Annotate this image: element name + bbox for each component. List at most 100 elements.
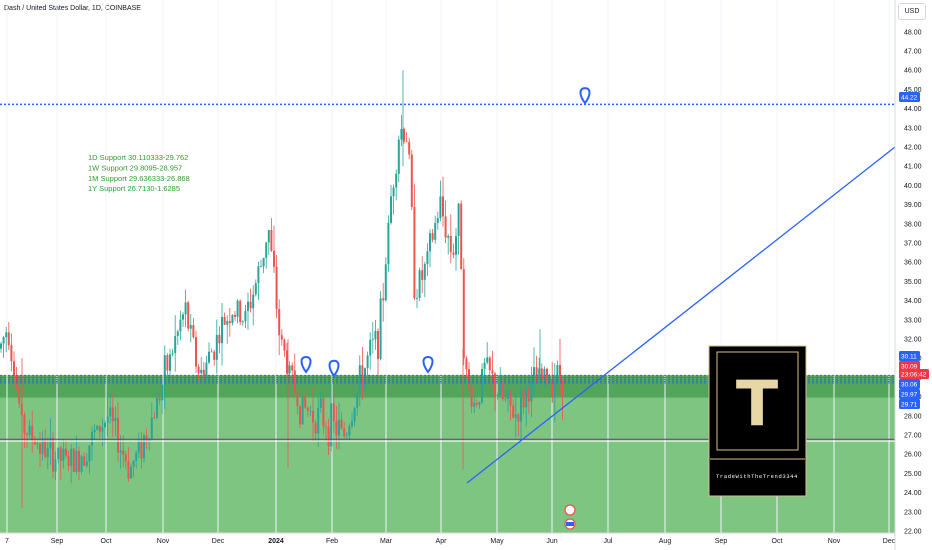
candle-body — [403, 128, 405, 142]
y-tick-label: 23.00 — [904, 509, 922, 516]
x-tick-label: Aug — [659, 538, 672, 545]
candle-body — [460, 203, 463, 270]
candle-body — [273, 250, 275, 267]
candle-body — [351, 421, 353, 427]
map-pin-icon[interactable] — [422, 355, 434, 374]
candle-body — [202, 369, 205, 380]
price-tag-label: 23:06:42 — [901, 372, 927, 379]
candle-body — [345, 435, 348, 437]
candle-body — [496, 395, 499, 396]
candle-body — [395, 173, 398, 188]
candle-body — [504, 398, 507, 400]
y-tick-label: 39.00 — [904, 202, 922, 209]
candle-body — [382, 298, 385, 301]
candle-body — [192, 325, 195, 338]
x-tick-label: Sep — [715, 538, 728, 545]
y-tick-label: 38.00 — [904, 221, 922, 228]
candle-body — [299, 405, 301, 425]
candle-body — [13, 361, 15, 376]
candle-body — [46, 448, 49, 457]
candle-body — [153, 417, 156, 419]
x-tick-label: Feb — [326, 538, 338, 545]
candle-body — [197, 366, 200, 374]
candle-body — [80, 456, 83, 472]
y-tick-label: 28.00 — [904, 413, 922, 420]
candle-body — [127, 461, 130, 479]
y-tick-label: 25.00 — [904, 471, 922, 478]
candle-body — [208, 351, 210, 363]
map-pin-icon[interactable] — [328, 359, 340, 378]
candle-body — [530, 376, 533, 402]
candle-body — [369, 339, 372, 356]
candle-body — [252, 294, 255, 309]
map-pin-icon[interactable] — [579, 87, 591, 105]
price-tag-label: 30.11 — [901, 354, 917, 361]
candle-body — [2, 337, 5, 344]
candle-body — [179, 319, 182, 332]
candle-body — [525, 389, 528, 408]
candle-body — [195, 337, 197, 367]
candle-body — [67, 455, 70, 467]
candle-body — [59, 447, 62, 461]
candle-body — [54, 459, 57, 472]
x-tick-label: 2024 — [268, 538, 284, 545]
candle-body — [106, 416, 109, 423]
candle-body — [501, 384, 504, 400]
price-tag — [899, 351, 920, 361]
candle-body — [413, 206, 416, 299]
trendline[interactable] — [466, 146, 896, 484]
price-tag — [899, 369, 929, 379]
candle-body — [187, 302, 190, 329]
candle-body — [135, 452, 138, 461]
price-tag-label: 29.71 — [901, 402, 918, 409]
candle-body — [75, 451, 78, 472]
candle-body — [41, 438, 44, 454]
watermark-letter: T — [736, 367, 778, 440]
candle-body — [137, 440, 140, 453]
candle-body — [491, 370, 494, 374]
candle-body — [379, 298, 382, 359]
support-note: 1W Support 29.8095-28.957 — [88, 163, 182, 172]
candle-body — [57, 447, 60, 460]
candle-body — [377, 331, 379, 359]
y-tick-label: 47.00 — [904, 49, 922, 56]
price-tag — [899, 399, 920, 409]
dividend-event-icon[interactable] — [564, 504, 576, 516]
candle-body — [156, 398, 158, 419]
candle-body — [366, 355, 369, 369]
candle-body — [182, 314, 184, 320]
currency-button[interactable]: USD — [898, 3, 926, 20]
candle-body — [31, 425, 34, 441]
candle-body — [291, 365, 294, 371]
candle-body — [332, 403, 335, 422]
candle-body — [215, 334, 218, 360]
candle-body — [553, 383, 556, 398]
candle-body — [265, 242, 268, 258]
x-tick-label: Mar — [380, 538, 393, 545]
candle-body — [247, 301, 249, 311]
map-pin-icon[interactable] — [300, 355, 312, 374]
price-tag — [899, 92, 920, 102]
x-tick-label: Apr — [436, 538, 448, 545]
candle-body — [507, 390, 509, 399]
candle-body — [405, 141, 408, 143]
candle-body — [85, 461, 88, 466]
candle-body — [52, 437, 54, 472]
candle-body — [161, 384, 164, 401]
candle-body — [301, 395, 304, 425]
candle-body — [65, 448, 67, 456]
candle-body — [356, 393, 359, 408]
candle-body — [546, 368, 548, 382]
x-tick-label: Sep — [51, 538, 64, 545]
candle-body — [314, 422, 317, 434]
x-tick-label: Nov — [828, 538, 841, 545]
y-tick-label: 27.00 — [904, 433, 922, 440]
candle-body — [72, 448, 75, 472]
candle-body — [26, 433, 28, 435]
candle-body — [306, 407, 309, 411]
price-tag — [899, 389, 920, 399]
candle-body — [538, 368, 541, 383]
candle-body — [101, 427, 104, 432]
support-note: 1Y Support 26.7130-1.6285 — [88, 184, 180, 193]
